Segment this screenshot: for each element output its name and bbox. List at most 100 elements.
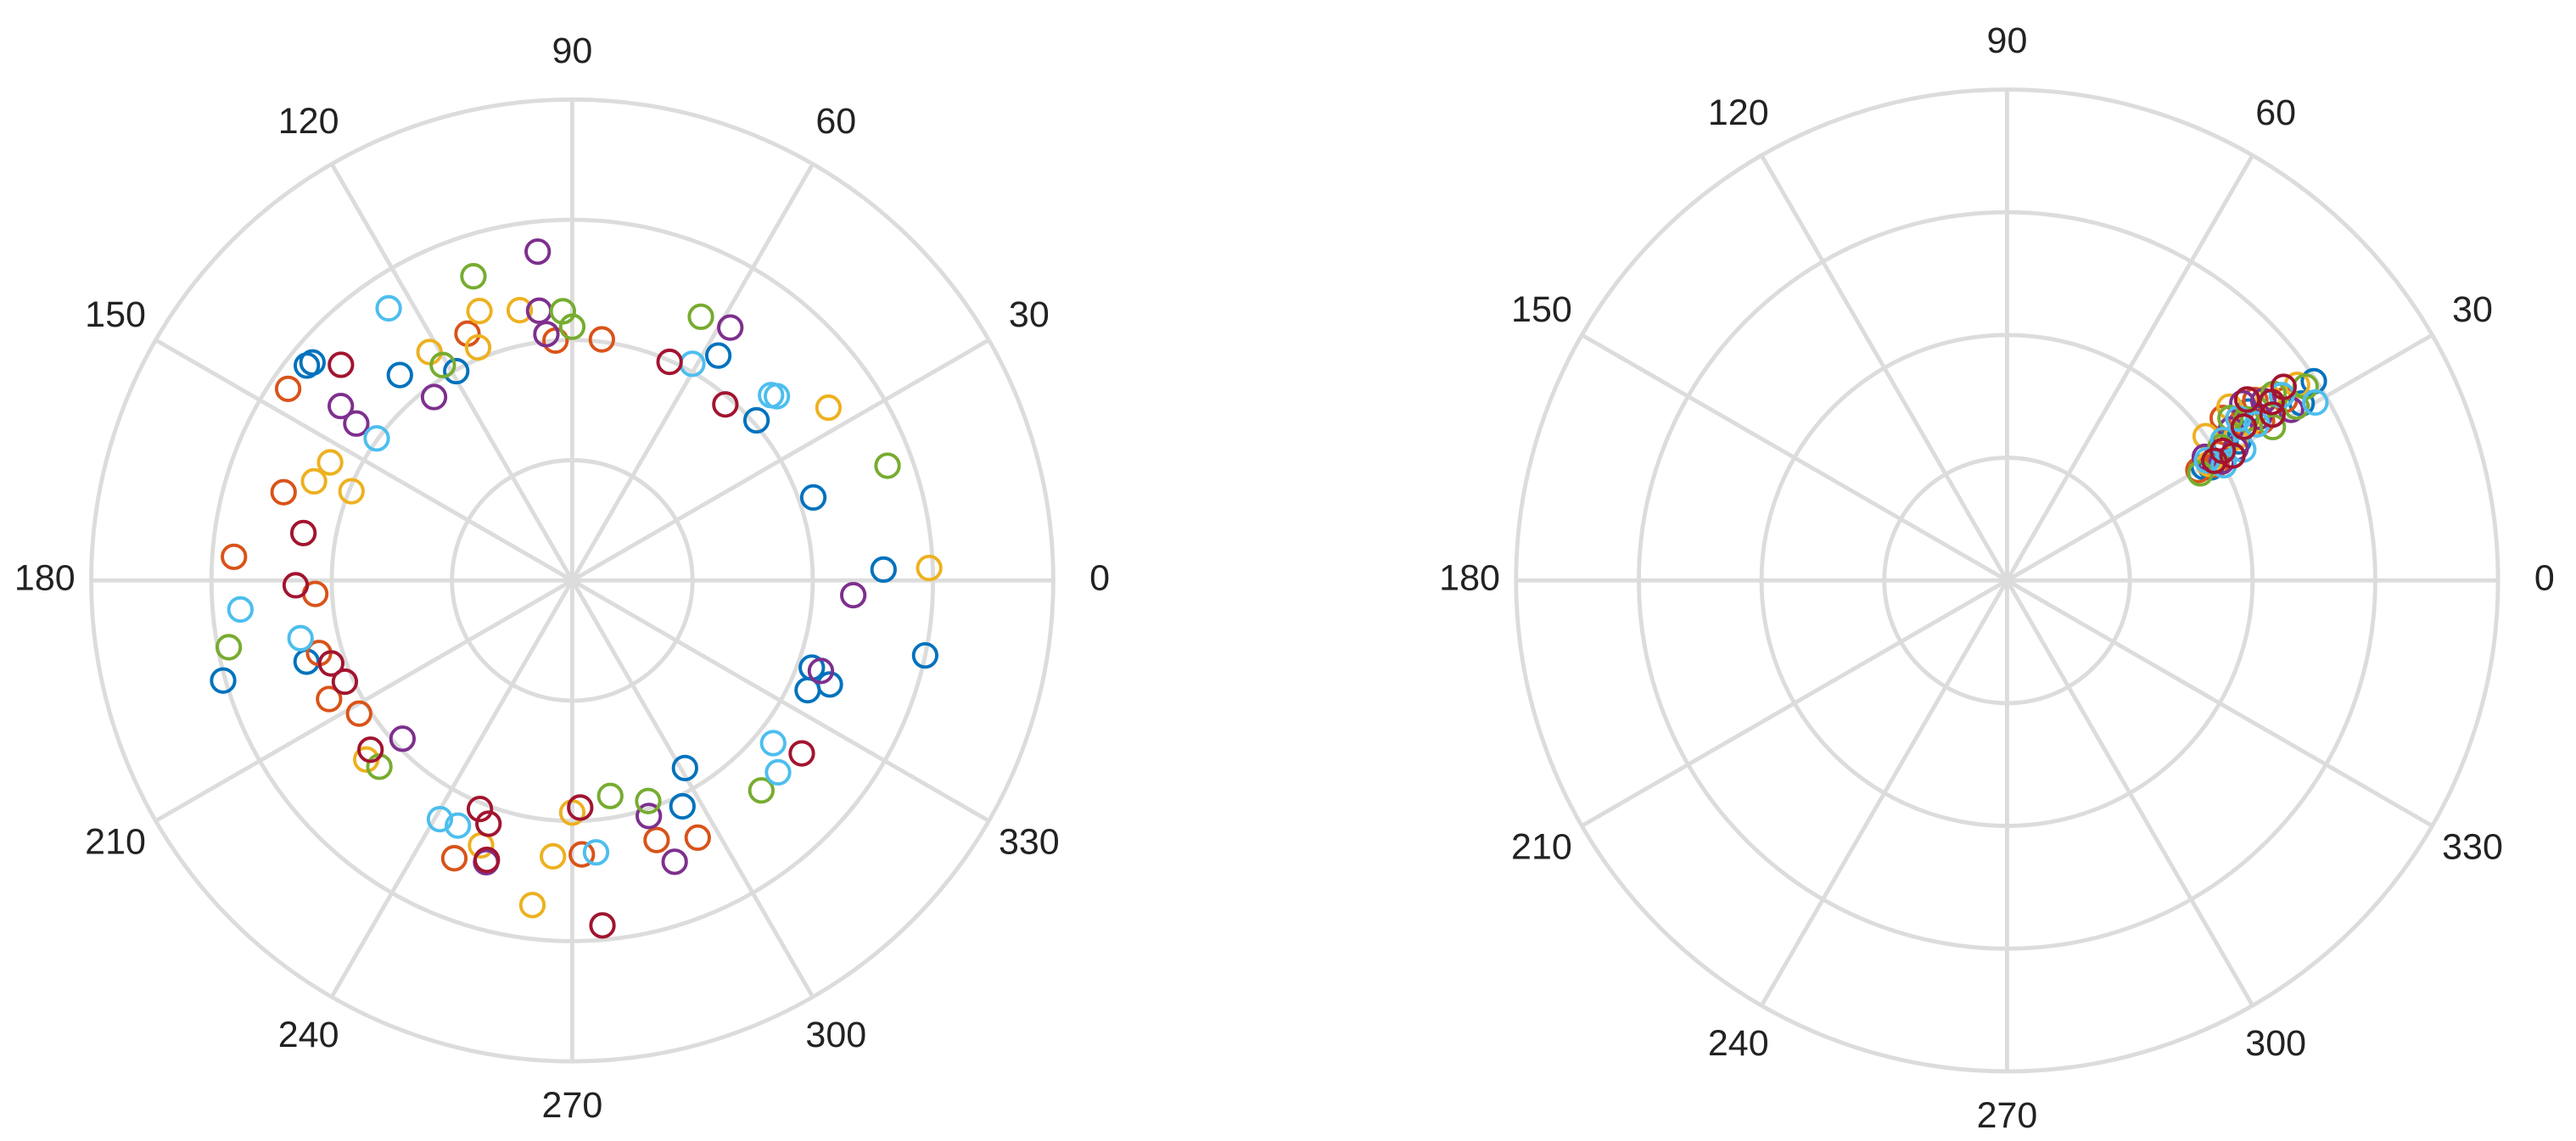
theta-tick-label: 30: [1009, 294, 1050, 335]
theta-tick-label: 210: [85, 821, 146, 862]
marker: [274, 375, 302, 402]
marker: [2302, 389, 2329, 417]
marker: [518, 892, 546, 919]
marker: [221, 543, 248, 570]
marker: [443, 357, 470, 385]
marker: [704, 342, 732, 369]
theta-tick-label: 150: [85, 294, 146, 335]
grid-spoke: [1581, 333, 2008, 583]
marker: [524, 238, 552, 266]
grid-spoke: [2005, 154, 2254, 582]
marker: [643, 826, 670, 853]
marker: [363, 425, 390, 452]
marker: [840, 581, 867, 609]
marker: [429, 351, 456, 378]
theta-tick-label: 210: [1511, 826, 1572, 867]
marker: [445, 812, 472, 839]
theta-tick-label: 90: [552, 31, 593, 71]
marker: [687, 303, 714, 331]
marker: [420, 383, 448, 411]
marker: [874, 452, 901, 479]
marker: [426, 805, 454, 833]
grid-spoke: [570, 163, 815, 582]
marker: [343, 410, 370, 437]
marker: [357, 736, 384, 763]
marker: [464, 333, 492, 361]
grid-spoke: [2005, 579, 2254, 1007]
marker: [316, 685, 343, 713]
marker: [440, 845, 468, 872]
marker: [742, 406, 770, 434]
marker: [466, 795, 494, 823]
theta-tick-label: 270: [542, 1085, 603, 1126]
marker: [2219, 442, 2246, 469]
marker: [328, 393, 355, 420]
marker: [815, 394, 843, 422]
marker: [656, 348, 683, 376]
marker: [764, 383, 791, 410]
theta-tick-label: 120: [278, 101, 339, 142]
theta-tick-label: 60: [815, 101, 856, 142]
grid-spoke: [154, 338, 574, 583]
theta-tick-label: 330: [2442, 826, 2503, 867]
marker: [807, 657, 835, 685]
marker: [2230, 413, 2258, 440]
theta-tick-label: 300: [805, 1015, 866, 1055]
marker: [416, 338, 443, 366]
theta-tick-label: 90: [1987, 20, 2028, 61]
theta-tick-label: 150: [1511, 289, 1572, 330]
marker: [466, 297, 493, 325]
grid-spoke: [571, 579, 990, 823]
grid-spoke: [571, 338, 990, 583]
marker: [299, 349, 326, 376]
marker: [506, 296, 534, 324]
marker: [317, 650, 344, 677]
marker: [375, 294, 402, 322]
marker: [568, 841, 596, 868]
marker: [764, 758, 792, 786]
grid-spoke: [1760, 154, 2009, 582]
marker: [331, 668, 359, 696]
marker: [345, 700, 372, 727]
marker: [316, 449, 344, 476]
theta-tick-label: 30: [2452, 289, 2493, 330]
marker: [282, 572, 310, 599]
marker: [636, 803, 663, 830]
marker: [227, 596, 254, 624]
marker: [870, 556, 897, 584]
marker: [661, 848, 688, 875]
theta-tick-label: 180: [14, 558, 76, 599]
marker: [287, 624, 314, 652]
theta-tick-label: 240: [1708, 1023, 1769, 1064]
marker: [916, 554, 943, 582]
grid-spoke: [329, 579, 574, 998]
grid-spoke: [1760, 579, 2009, 1007]
marker: [270, 478, 297, 506]
marker: [540, 842, 567, 870]
marker: [567, 794, 594, 821]
grid-spoke: [570, 579, 815, 998]
marker: [669, 792, 696, 820]
marker: [748, 777, 775, 804]
marker: [582, 839, 610, 866]
marker: [2259, 401, 2286, 428]
marker: [794, 676, 821, 704]
theta-tick-label: 330: [999, 821, 1060, 862]
marker: [289, 519, 317, 547]
theta-tick-label: 180: [1439, 558, 1500, 599]
theta-tick-label: 300: [2245, 1023, 2306, 1064]
marker: [460, 263, 487, 290]
marker: [589, 912, 616, 939]
marker: [717, 314, 744, 341]
marker: [684, 824, 711, 852]
marker: [671, 754, 698, 781]
marker: [799, 484, 827, 512]
theta-tick-label: 60: [2255, 92, 2296, 133]
marker: [300, 467, 328, 495]
theta-tick-label: 0: [1089, 558, 1110, 599]
grid-spoke: [1581, 579, 2008, 828]
marker: [558, 313, 586, 340]
marker: [635, 787, 662, 814]
